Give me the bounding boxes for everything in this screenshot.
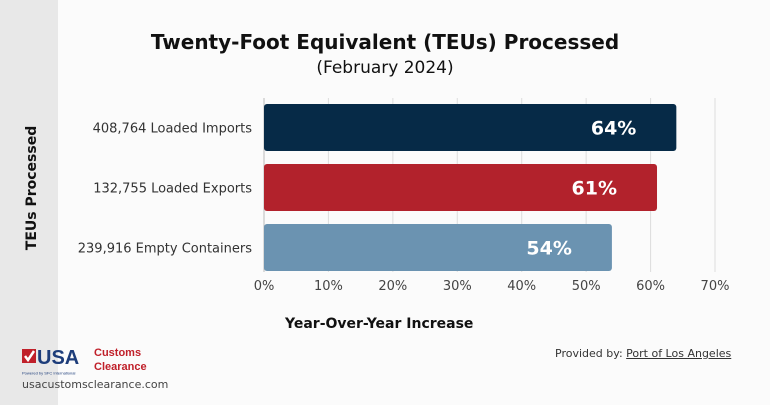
x-tick-label: 60% <box>636 279 665 294</box>
usa-customs-clearance-logo: USA Customs Clearance Powered by SFC Int… <box>22 346 152 376</box>
x-tick-label: 10% <box>314 279 343 294</box>
x-axis-label: Year-Over-Year Increase <box>285 316 474 332</box>
checkmark-icon <box>24 350 36 363</box>
source-link[interactable]: Port of Los Angeles <box>626 347 732 360</box>
logo-graphic: USA Customs Clearance Powered by SFC Int… <box>22 347 147 376</box>
category-label: 132,755 Loaded Exports <box>93 182 252 197</box>
data-label: 64% <box>591 118 636 140</box>
chart-title: Twenty-Foot Equivalent (TEUs) Processed <box>150 30 620 54</box>
bar <box>264 164 658 211</box>
bar <box>264 104 677 151</box>
logo-usa: USA <box>37 347 79 369</box>
data-label: 61% <box>572 178 617 200</box>
x-tick-label: 40% <box>507 279 536 294</box>
provided-by-label: Provided by: <box>555 347 623 360</box>
logo-clearance: Clearance <box>94 361 147 373</box>
left-strip <box>0 0 58 405</box>
category-label: 408,764 Loaded Imports <box>93 122 253 137</box>
x-tick-label: 30% <box>443 279 472 294</box>
website-url: usacustomsclearance.com <box>22 378 169 391</box>
bar <box>264 224 612 271</box>
chart-subtitle: (February 2024) <box>316 58 454 78</box>
source-credit: Provided by: Port of Los Angeles <box>555 347 731 360</box>
x-tick-label: 20% <box>378 279 407 294</box>
logo-customs: Customs <box>94 347 141 359</box>
data-label: 54% <box>526 238 571 260</box>
logo-tagline: Powered by SFC International <box>22 371 75 376</box>
bar-chart: 0% 10% 20% 30% 40% 50% 60% 70% 408,764 Loaded Im… <box>78 98 730 294</box>
x-tick-label: 0% <box>254 279 275 294</box>
category-label: 239,916 Empty Containers <box>78 242 252 257</box>
x-tick-label: 70% <box>701 279 730 294</box>
x-tick-label: 50% <box>572 279 601 294</box>
